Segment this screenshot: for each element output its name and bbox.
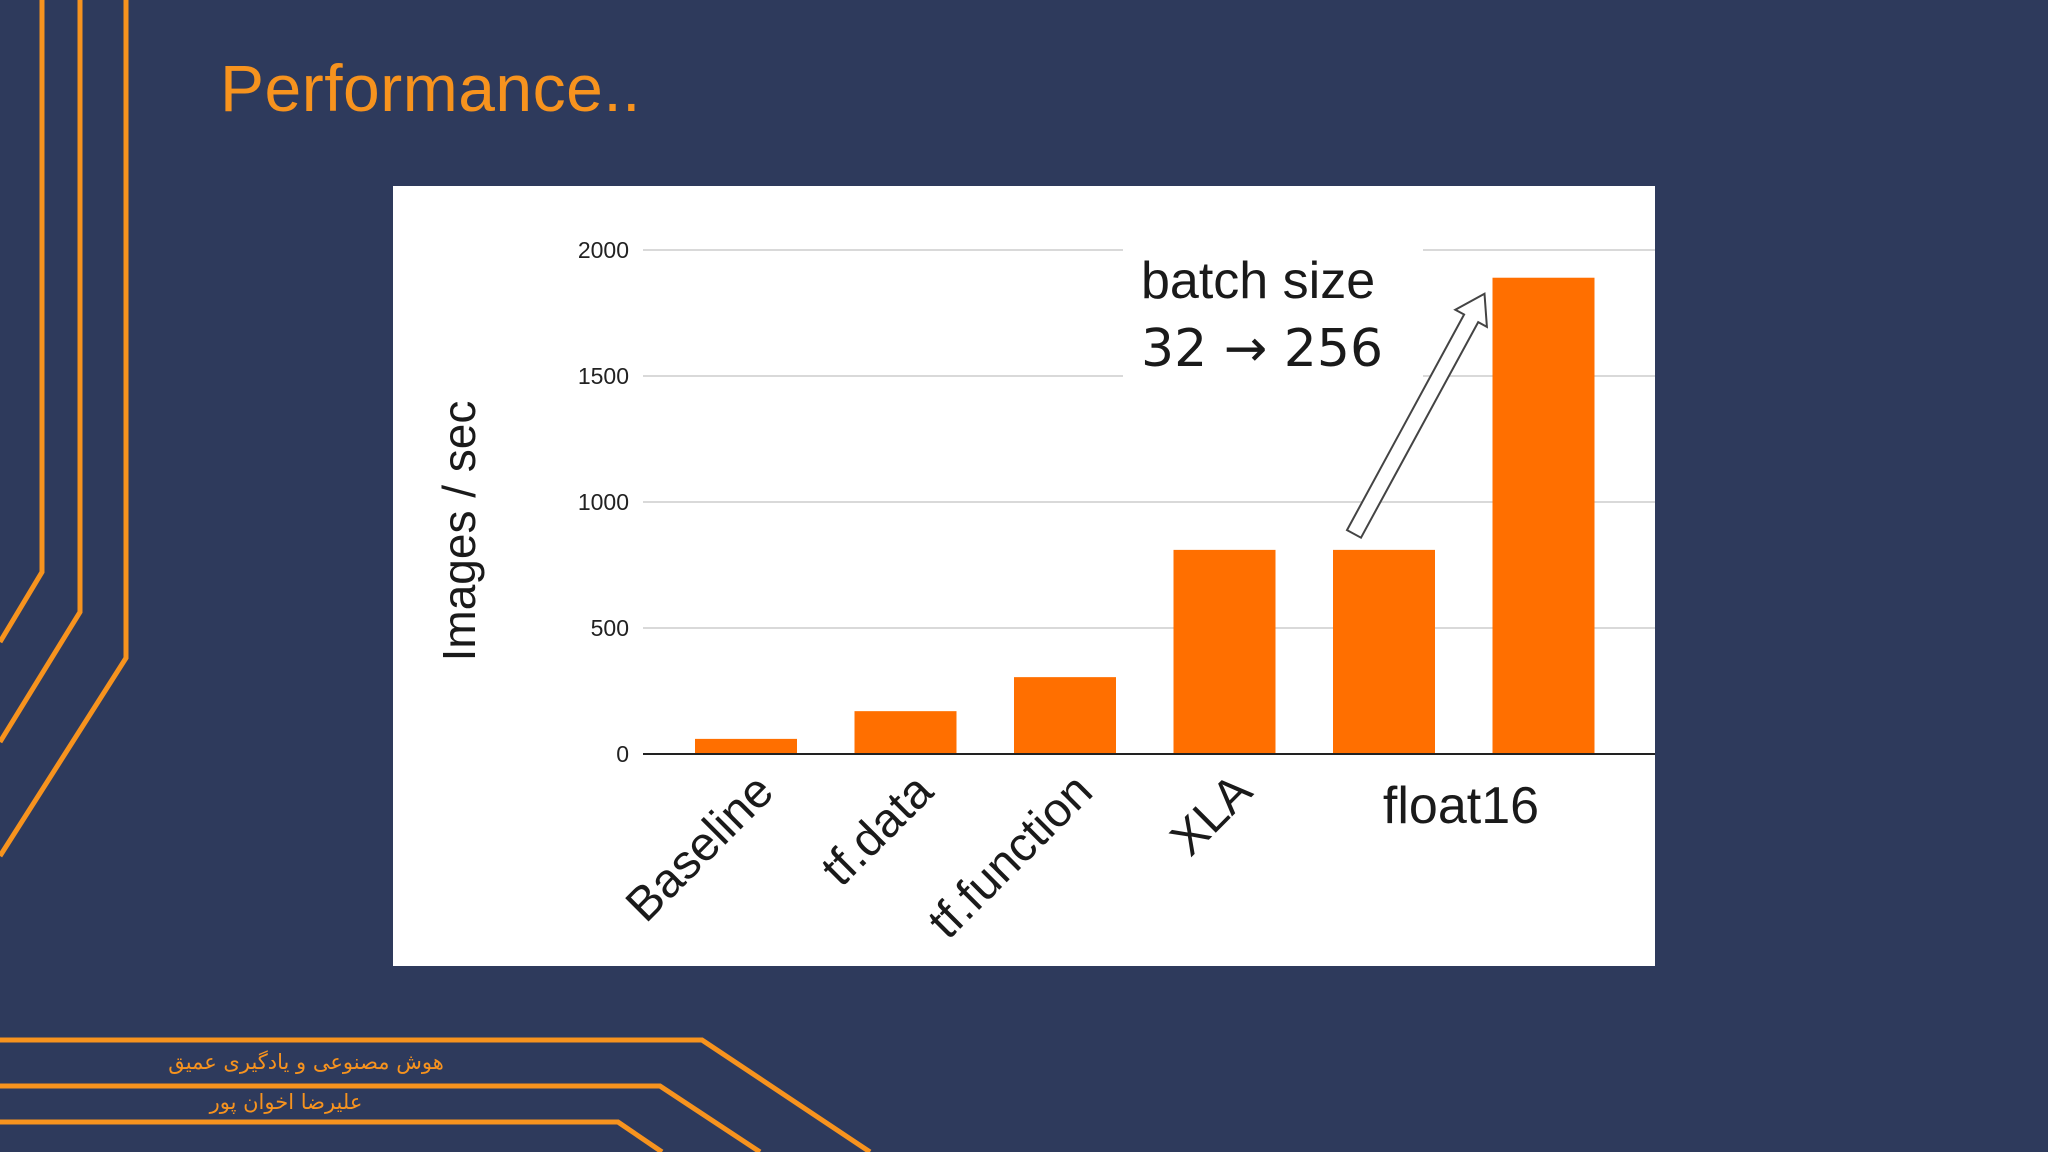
arrow-annotation [1345,292,1489,540]
x-tick-label: XLA [1161,764,1263,866]
y-tick-label: 1500 [578,363,629,389]
x-tick-label: tf.function [918,764,1103,949]
slide-title: Performance.. [220,51,641,125]
bar-float16-256 [1492,277,1595,754]
bar-tf-data [854,711,957,754]
bar-tf-function [1014,677,1116,754]
footer-author-name: علیرضا اخوان پور [209,1090,363,1114]
y-tick-label: 2000 [578,237,629,263]
x-tick-label: tf.data [811,764,943,896]
annotation-background [1123,242,1423,392]
annotation-text-line1: batch size [1141,252,1375,310]
x-axis-group-label-float16: float16 [1383,777,1539,835]
annotation-layer: batch size 32 → 256 [1123,242,1489,540]
y-tick-label: 500 [591,615,629,641]
bar-float16 [1333,549,1435,754]
annotation-text-line2: 32 → 256 [1141,319,1383,379]
x-tick-label: Baseline [616,764,784,932]
bar-layer [695,277,1595,754]
bar-baseline [695,738,797,754]
y-tick-label: 1000 [578,489,629,515]
bar-xla [1173,549,1276,754]
y-axis-label: Images / sec [433,401,485,662]
y-tick-label: 0 [616,741,629,767]
footer-course-title: هوش مصنوعی و یادگیری عمیق [168,1050,444,1074]
chart-panel: 0 500 1000 1500 2000 Baseline tf.data tf.functi… [393,186,1655,966]
bar-chart: 0 500 1000 1500 2000 Baseline tf.datatf.functi… [433,237,1655,949]
